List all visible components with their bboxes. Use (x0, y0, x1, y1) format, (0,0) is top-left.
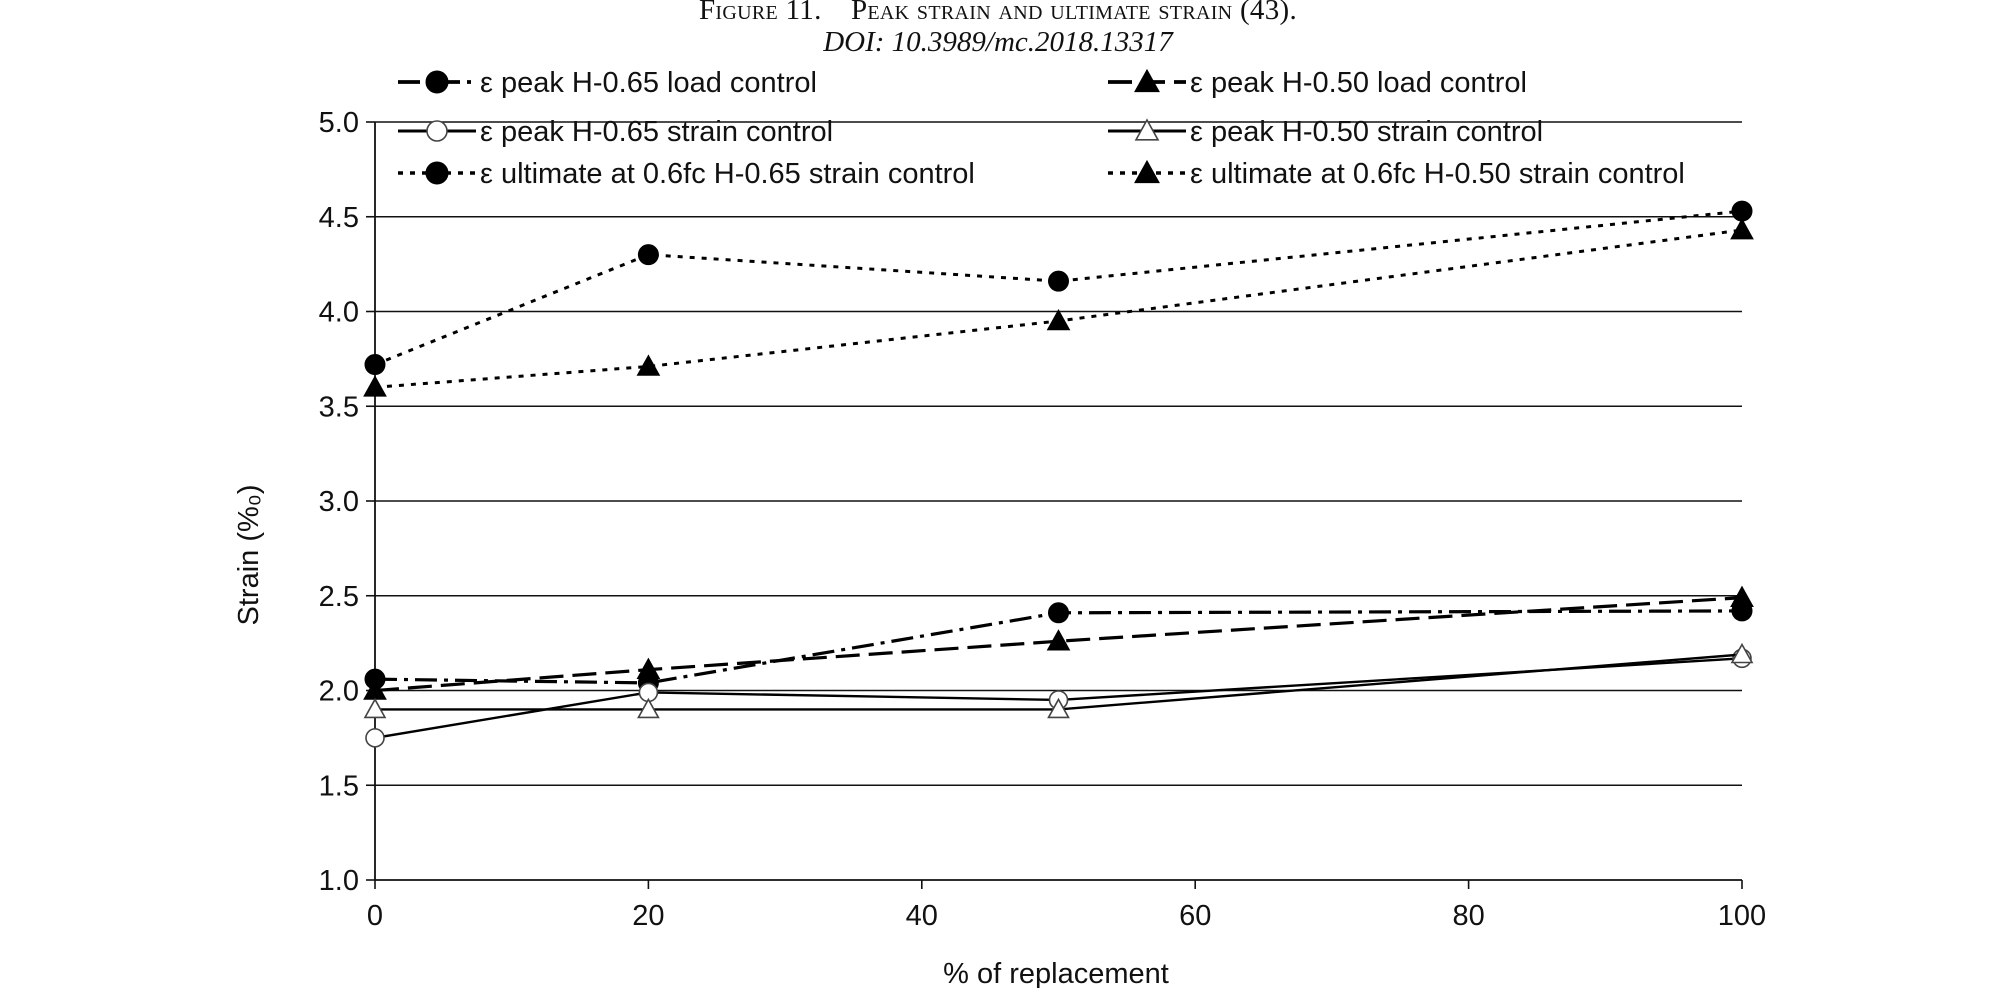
legend-marker (425, 70, 449, 94)
data-point (363, 375, 387, 397)
data-series (363, 200, 1754, 748)
x-tick-label: 0 (367, 900, 383, 932)
data-point (1046, 308, 1071, 331)
data-point (637, 244, 659, 266)
series-line (374, 228, 1743, 389)
y-tick-label: 1.0 (319, 865, 359, 897)
legend-label: ε peak H-0.50 load control (1190, 67, 1527, 99)
data-point (1730, 217, 1754, 240)
figure-caption: Figure 11. Peak strain and ultimate stra… (698, 0, 1298, 26)
x-tick-label: 40 (906, 900, 938, 932)
data-point (637, 697, 660, 719)
data-point (1048, 270, 1069, 292)
legend-item: ε ultimate at 0.6fc H-0.65 strain contro… (398, 158, 975, 190)
data-point (1046, 629, 1071, 651)
series-line (374, 657, 1743, 740)
y-tick-label: 4.0 (319, 297, 359, 329)
data-point (1730, 642, 1754, 664)
data-point (636, 657, 661, 679)
y-axis-label: Strain (%₀) (233, 485, 265, 626)
legend-item: ε peak H-0.50 strain control (1108, 116, 1543, 148)
series-2 (363, 585, 1754, 700)
data-point (636, 354, 661, 376)
legend-item: ε ultimate at 0.6fc H-0.50 strain contro… (1108, 158, 1685, 190)
data-point (365, 728, 385, 748)
data-point (1048, 602, 1069, 624)
x-tick-label: 60 (1179, 900, 1211, 932)
legend-marker (1134, 68, 1160, 93)
legend-marker (1134, 159, 1160, 184)
y-tick-label: 2.0 (319, 676, 359, 708)
legend-label: ε peak H-0.65 load control (480, 67, 817, 99)
data-point (363, 697, 387, 719)
x-axis-label: % of replacement (943, 958, 1169, 988)
series-line (374, 209, 1743, 366)
gridlines (375, 121, 1742, 787)
legend-label: ε ultimate at 0.6fc H-0.50 strain contro… (1190, 158, 1685, 190)
y-tick-label: 5.0 (319, 107, 359, 139)
legend-label: ε peak H-0.65 strain control (480, 116, 833, 148)
series-5 (364, 200, 1753, 376)
x-tick-label: 80 (1452, 900, 1484, 932)
y-tick-label: 3.0 (319, 486, 359, 518)
y-tick-label: 4.5 (319, 202, 359, 234)
legend-item: ε peak H-0.65 load control (398, 67, 817, 99)
y-tick-label: 2.5 (319, 581, 359, 613)
series-6 (363, 217, 1754, 397)
legend-marker (426, 120, 448, 142)
x-tick-label: 100 (1718, 900, 1766, 932)
data-point (1730, 585, 1754, 607)
y-tick-label: 1.5 (319, 770, 359, 802)
figure-doi: DOI: 10.3989/mc.2018.13317 (823, 26, 1173, 58)
series-line (375, 653, 1743, 711)
legend-label: ε ultimate at 0.6fc H-0.65 strain contro… (480, 158, 975, 190)
legend-item: ε peak H-0.65 strain control (398, 116, 833, 148)
legend-item: ε peak H-0.50 load control (1108, 67, 1527, 99)
legend-marker (1134, 118, 1160, 141)
data-point (364, 354, 386, 376)
series-4 (363, 642, 1754, 719)
x-tick-label: 20 (632, 900, 664, 932)
y-tick-label: 3.5 (319, 391, 359, 423)
legend-marker (425, 161, 449, 185)
legend: ε peak H-0.65 load control ε peak H-0.50 … (398, 67, 1685, 190)
data-point (1047, 697, 1070, 719)
axes: 1.0 1.5 2.0 2.5 3.0 3.5 4.0 4.5 5.0 0 20 40 60 80 100 (319, 107, 1767, 932)
series-line (374, 596, 1743, 693)
legend-label: ε peak H-0.50 strain control (1190, 116, 1543, 148)
